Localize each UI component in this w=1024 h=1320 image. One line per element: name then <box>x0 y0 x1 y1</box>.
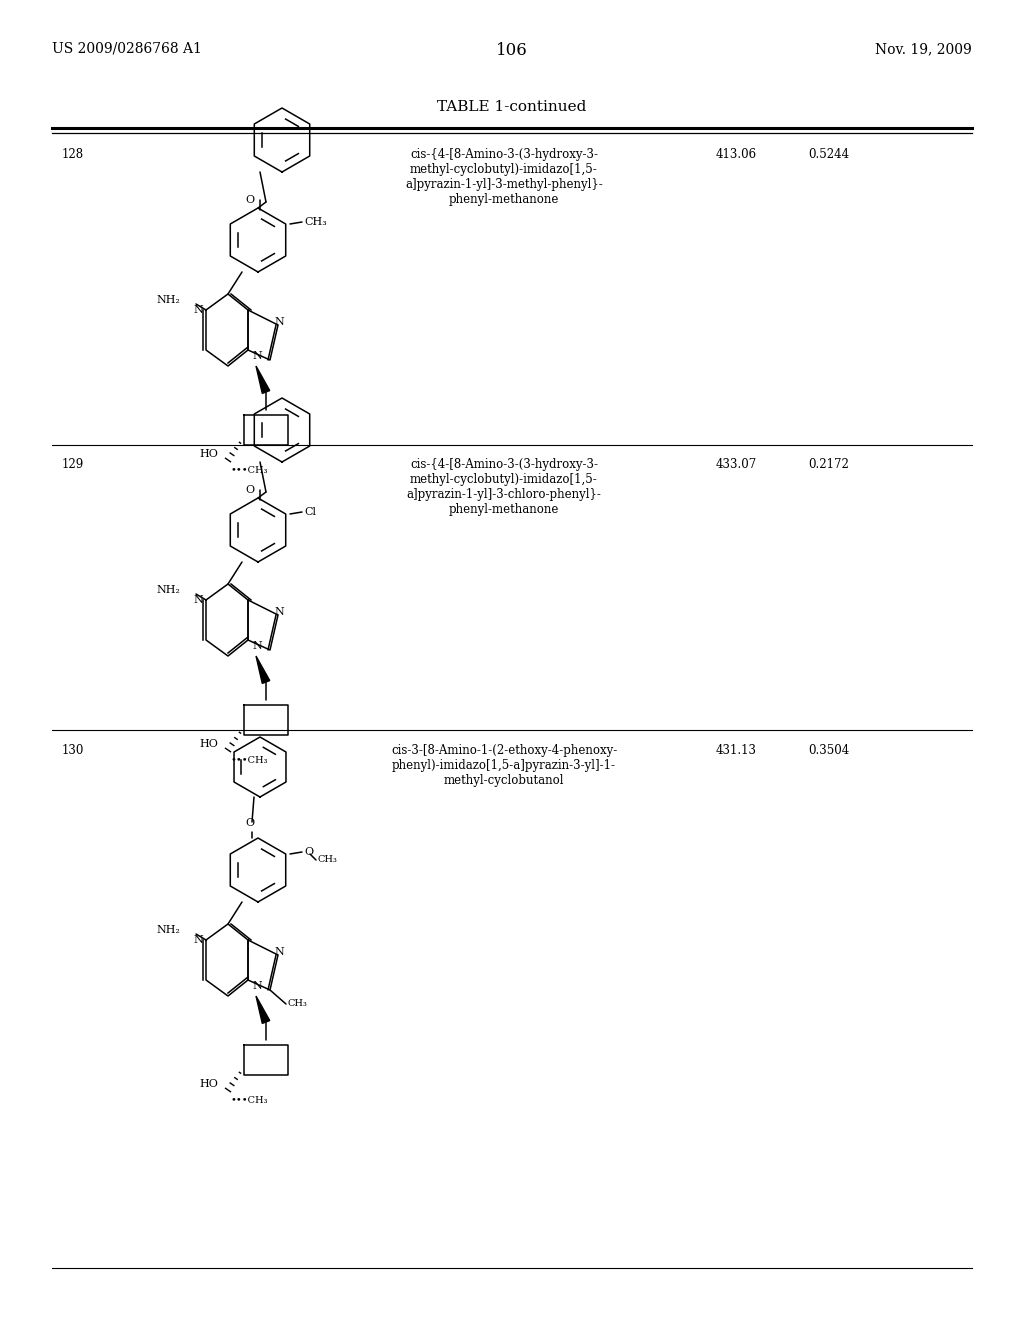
Text: O: O <box>246 484 255 495</box>
Text: N: N <box>194 305 203 315</box>
Text: CH₃: CH₃ <box>304 216 327 227</box>
Polygon shape <box>256 656 269 684</box>
Text: Cl: Cl <box>304 507 316 517</box>
Text: 129: 129 <box>62 458 84 471</box>
Text: cis-{4-[8-Amino-3-(3-hydroxy-3-
methyl-cyclobutyl)-imidazo[1,5-
a]pyrazin-1-yl]-: cis-{4-[8-Amino-3-(3-hydroxy-3- methyl-c… <box>407 458 601 516</box>
Text: TABLE 1-continued: TABLE 1-continued <box>437 100 587 114</box>
Text: N: N <box>274 946 284 957</box>
Text: 431.13: 431.13 <box>716 744 757 756</box>
Polygon shape <box>256 997 269 1023</box>
Text: NH₂: NH₂ <box>156 294 180 305</box>
Text: 0.5244: 0.5244 <box>808 148 849 161</box>
Text: O: O <box>304 847 313 857</box>
Text: cis-3-[8-Amino-1-(2-ethoxy-4-phenoxy-
phenyl)-imidazo[1,5-a]pyrazin-3-yl]-1-
met: cis-3-[8-Amino-1-(2-ethoxy-4-phenoxy- ph… <box>391 744 617 787</box>
Text: HO: HO <box>199 1078 218 1089</box>
Text: US 2009/0286768 A1: US 2009/0286768 A1 <box>52 42 202 55</box>
Text: N: N <box>252 351 262 360</box>
Text: N: N <box>252 981 262 991</box>
Text: cis-{4-[8-Amino-3-(3-hydroxy-3-
methyl-cyclobutyl)-imidazo[1,5-
a]pyrazin-1-yl]-: cis-{4-[8-Amino-3-(3-hydroxy-3- methyl-c… <box>406 148 603 206</box>
Text: O: O <box>246 195 255 205</box>
Text: 128: 128 <box>62 148 84 161</box>
Text: CH₃: CH₃ <box>288 999 308 1008</box>
Text: •••CH₃: •••CH₃ <box>230 466 267 475</box>
Text: 0.3504: 0.3504 <box>808 744 849 756</box>
Text: 413.06: 413.06 <box>716 148 757 161</box>
Text: 130: 130 <box>62 744 84 756</box>
Text: HO: HO <box>199 739 218 748</box>
Text: N: N <box>194 595 203 605</box>
Text: NH₂: NH₂ <box>156 585 180 595</box>
Polygon shape <box>256 366 269 393</box>
Text: N: N <box>194 935 203 945</box>
Text: •••CH₃: •••CH₃ <box>230 756 267 766</box>
Text: Nov. 19, 2009: Nov. 19, 2009 <box>876 42 972 55</box>
Text: CH₃: CH₃ <box>318 855 338 865</box>
Text: N: N <box>274 607 284 616</box>
Text: O: O <box>246 818 255 828</box>
Text: N: N <box>274 317 284 327</box>
Text: 106: 106 <box>496 42 528 59</box>
Text: NH₂: NH₂ <box>156 925 180 935</box>
Text: 0.2172: 0.2172 <box>808 458 849 471</box>
Text: 433.07: 433.07 <box>716 458 758 471</box>
Text: HO: HO <box>199 449 218 459</box>
Text: N: N <box>252 642 262 651</box>
Text: •••CH₃: •••CH₃ <box>230 1096 267 1105</box>
